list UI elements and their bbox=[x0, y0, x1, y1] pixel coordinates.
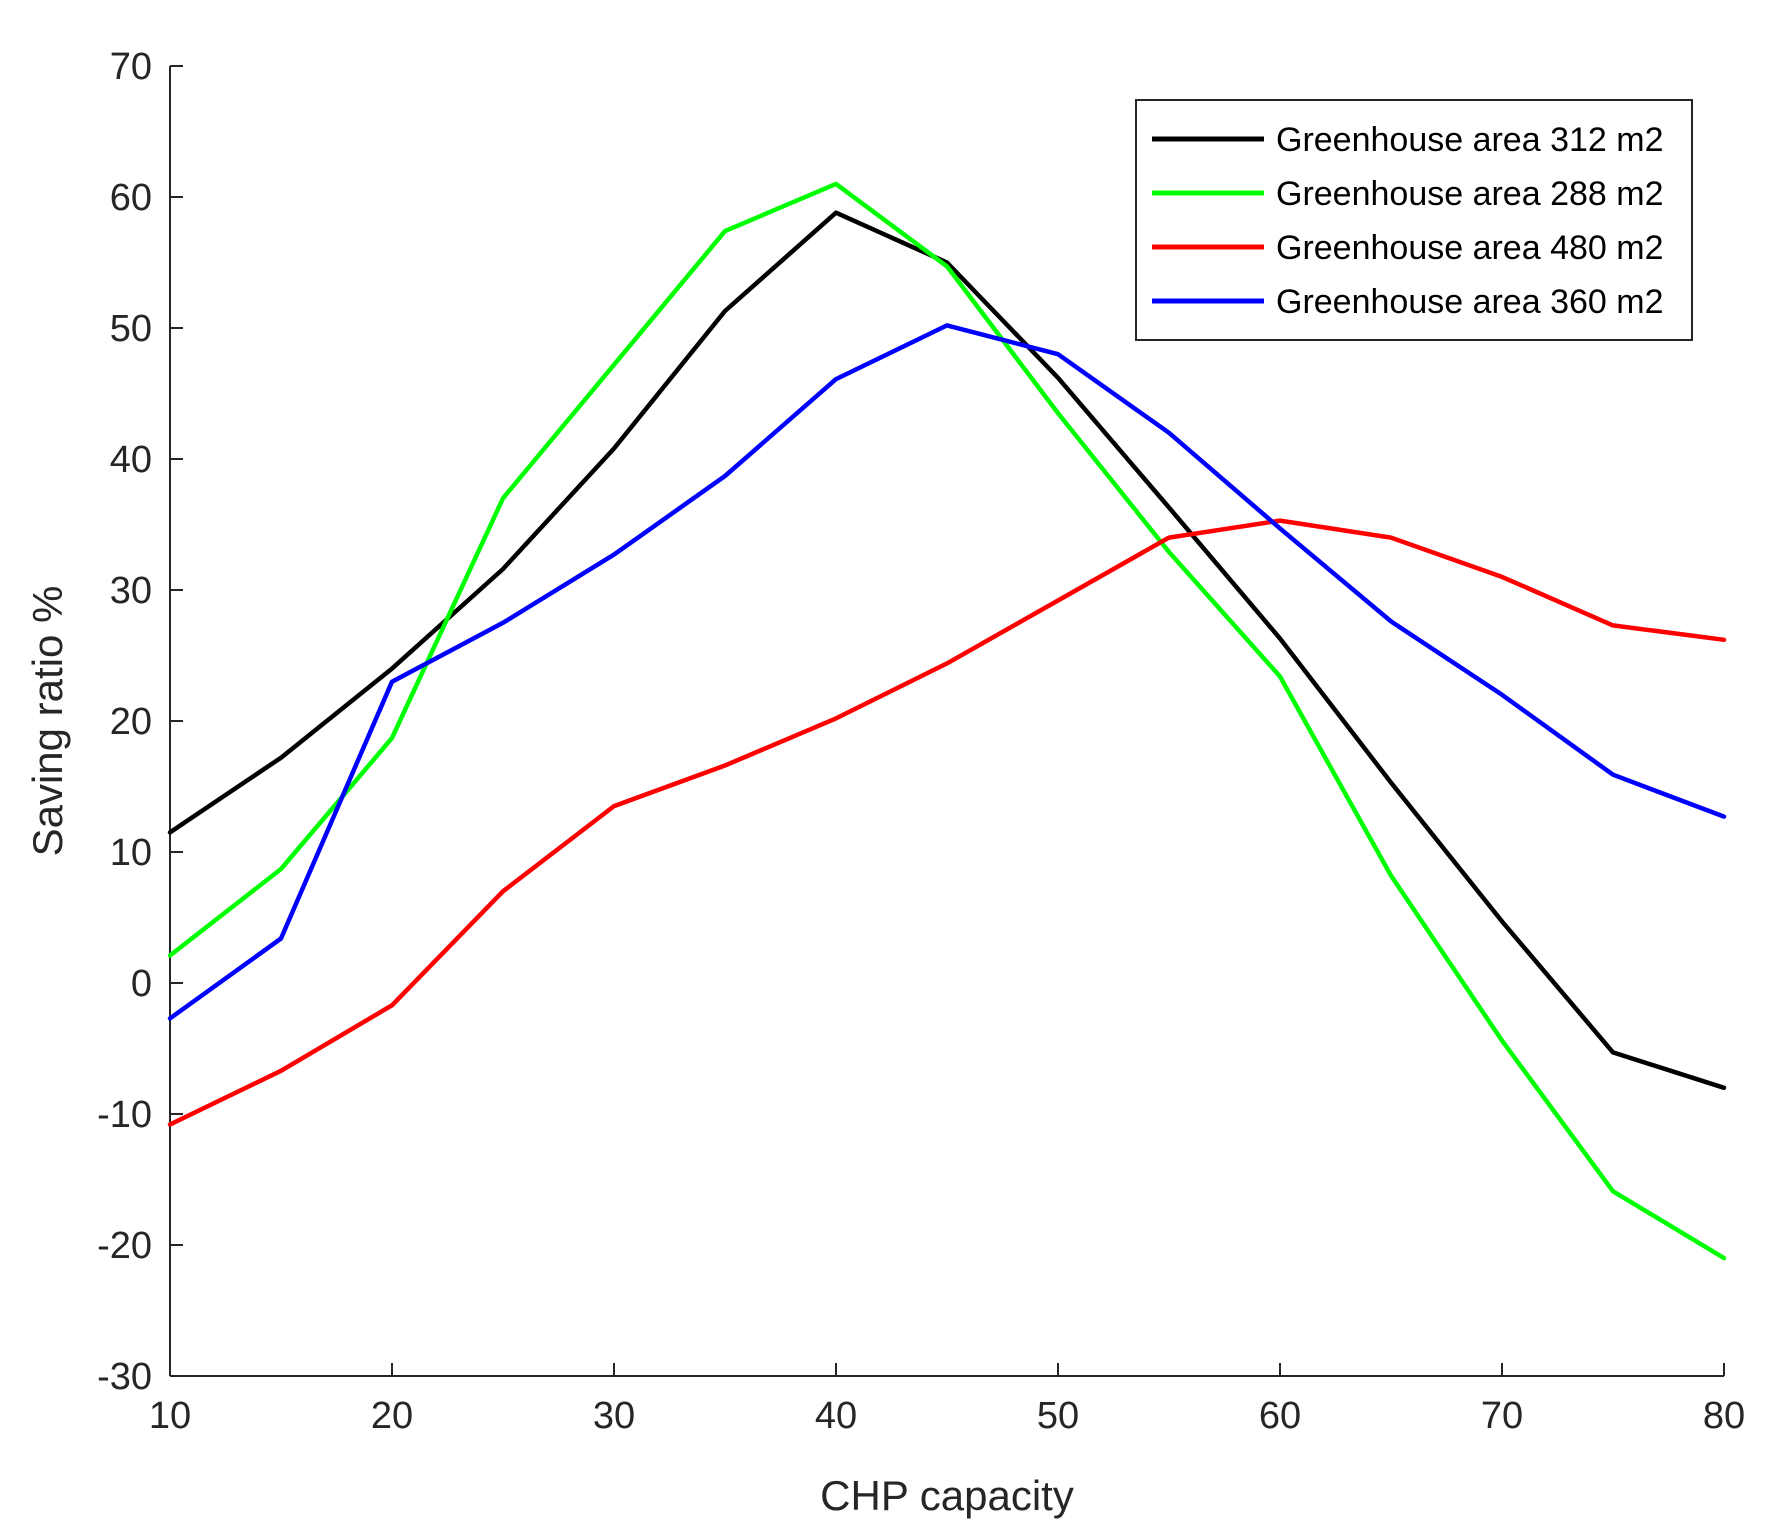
series-line-4 bbox=[167, 323, 1727, 1021]
x-tick-label: 50 bbox=[1037, 1395, 1079, 1437]
series-line-1 bbox=[167, 210, 1727, 1091]
y-tick-label: 40 bbox=[110, 439, 152, 481]
legend-entry-label: Greenhouse area 312 m2 bbox=[1276, 121, 1663, 159]
series-line-2 bbox=[167, 181, 1727, 1261]
y-tick-label: 50 bbox=[110, 308, 152, 350]
y-tick-label: 20 bbox=[110, 701, 152, 743]
y-tick-label: 10 bbox=[110, 832, 152, 874]
y-tick-label: 60 bbox=[110, 177, 152, 219]
series-line-3 bbox=[167, 518, 1727, 1127]
legend-entry-label: Greenhouse area 480 m2 bbox=[1276, 229, 1663, 267]
x-tick-label: 80 bbox=[1703, 1395, 1745, 1437]
x-axis-label: CHP capacity bbox=[820, 1472, 1074, 1519]
series-lines bbox=[167, 181, 1727, 1261]
y-tick-label: -30 bbox=[97, 1356, 152, 1398]
y-tick-label: 70 bbox=[110, 46, 152, 88]
x-tick-label: 10 bbox=[149, 1395, 191, 1437]
legend: Greenhouse area 312 m2 Greenhouse area 28… bbox=[1135, 99, 1693, 341]
x-tick-label: 60 bbox=[1259, 1395, 1301, 1437]
x-tick-label: 20 bbox=[371, 1395, 413, 1437]
y-axis-label: Saving ratio % bbox=[24, 586, 71, 857]
legend-entry-label: Greenhouse area 360 m2 bbox=[1276, 283, 1663, 321]
x-tick-label: 30 bbox=[593, 1395, 635, 1437]
y-tick-label: -20 bbox=[97, 1225, 152, 1267]
y-tick-label: -10 bbox=[97, 1094, 152, 1136]
legend-entry-label: Greenhouse area 288 m2 bbox=[1276, 175, 1663, 213]
y-tick-label: 30 bbox=[110, 570, 152, 612]
x-tick-label: 70 bbox=[1481, 1395, 1523, 1437]
axes: 10 20 30 40 50 60 70 80 -30 -20 -10 0 10 20 30 40 50 60 70 bbox=[97, 46, 1745, 1437]
x-tick-label: 40 bbox=[815, 1395, 857, 1437]
y-tick-label: 0 bbox=[131, 963, 152, 1005]
